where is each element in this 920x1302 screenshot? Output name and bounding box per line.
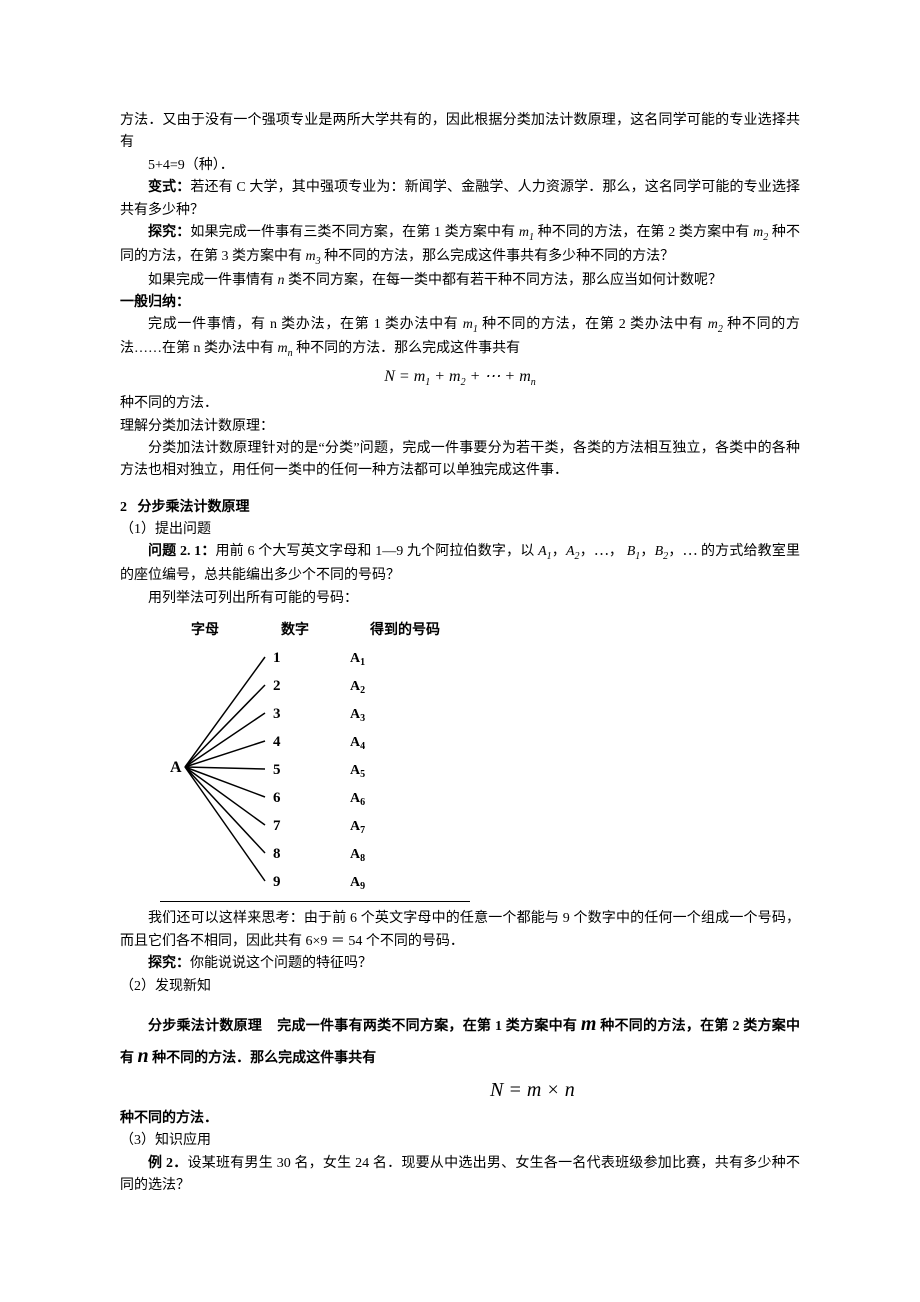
svg-text:A2: A2 — [350, 679, 365, 696]
para-sub2: （2）发现新知 — [120, 976, 800, 998]
svg-text:A5: A5 — [350, 763, 365, 780]
svg-text:A4: A4 — [350, 735, 365, 752]
text: 设某班有男生 30 名，女生 24 名．现要从中选出男、女生各一名代表班级参加比… — [120, 1156, 800, 1193]
seq: A1 — [538, 544, 552, 559]
label-problem: 问题 2. 1： — [148, 544, 216, 559]
seq: B1 — [627, 544, 641, 559]
para-conclude-2: 种不同的方法． — [120, 1108, 800, 1130]
para-calc: 5+4=9（种）． — [120, 155, 800, 177]
para-conclude-1: 种不同的方法． — [120, 393, 800, 415]
diagram-underline — [160, 901, 470, 902]
para-sub3: （3）知识应用 — [120, 1130, 800, 1152]
svg-text:4: 4 — [273, 734, 281, 750]
text: 如果完成一件事情有 — [148, 273, 278, 288]
para-example-2: 例 2．设某班有男生 30 名，女生 24 名．现要从中选出男、女生各一名代表班… — [120, 1153, 800, 1198]
sym-n: n — [138, 1045, 149, 1067]
sym-n: n — [278, 273, 285, 288]
heading-general: 一般归纳： — [120, 292, 800, 314]
seq: A2 — [566, 544, 580, 559]
principle-name: 分步乘法计数原理 — [148, 1019, 262, 1034]
para-problem-21: 问题 2. 1：用前 6 个大写英文字母和 1—9 九个阿拉伯数字，以 A1，A… — [120, 541, 800, 587]
sym-m2: m2 — [708, 317, 723, 332]
svg-text:A3: A3 — [350, 707, 365, 724]
svg-text:A7: A7 — [350, 819, 365, 836]
text: 你能说说这个问题的特征吗？ — [190, 956, 372, 971]
col-number: 数字 — [250, 620, 340, 642]
svg-text:3: 3 — [273, 706, 281, 722]
svg-text:A: A — [170, 759, 182, 776]
label-explore: 探究： — [148, 225, 190, 240]
text: 种不同的方法，那么完成这件事共有多少种不同的方法？ — [321, 249, 675, 264]
para-sub1: （1）提出问题 — [120, 519, 800, 541]
svg-text:7: 7 — [273, 818, 281, 834]
document-page: 方法．又由于没有一个强项专业是两所大学共有的，因此根据分类加法计数原理，这名同学… — [0, 0, 920, 1302]
para-question: 如果完成一件事情有 n 类不同方案，在每一类中都有若干种不同方法，那么应当如何计… — [120, 270, 800, 292]
heading-section-2: 2 分步乘法计数原理 — [120, 497, 800, 519]
para-explore-1: 探究：如果完成一件事有三类不同方案，在第 1 类方案中有 m1 种不同的方法，在… — [120, 222, 800, 270]
para-continuation: 方法．又由于没有一个强项专业是两所大学共有的，因此根据分类加法计数原理，这名同学… — [120, 110, 800, 155]
svg-text:A6: A6 — [350, 791, 365, 808]
section-number: 2 — [120, 500, 127, 515]
seq: B2 — [655, 544, 669, 559]
para-enum: 用列举法可列出所有可能的号码： — [120, 588, 800, 610]
svg-text:8: 8 — [273, 846, 281, 862]
sym-m3: m3 — [306, 249, 321, 264]
tree-diagram: 字母 数字 得到的号码 A1A12A23A34A45A56A67A78A89A9 — [160, 620, 800, 902]
para-general-body: 完成一件事情，有 n 类办法，在第 1 类办法中有 m1 种不同的方法，在第 2… — [120, 314, 800, 362]
col-letter: 字母 — [160, 620, 250, 642]
text: 种不同的方法，在第 2 类方案中有 — [534, 225, 753, 240]
text: 完成一件事有两类不同方案，在第 1 类方案中有 — [277, 1019, 581, 1034]
text: 种不同的方法，在第 2 类办法中有 — [478, 317, 708, 332]
svg-text:A9: A9 — [350, 875, 365, 892]
text: 若还有 C 大学，其中强项专业为：新闻学、金融学、人力资源学．那么，这名同学可能… — [120, 180, 800, 217]
text: 如果完成一件事有三类不同方案，在第 1 类方案中有 — [190, 225, 519, 240]
svg-text:A8: A8 — [350, 847, 365, 864]
sym-m2: m2 — [753, 225, 768, 240]
sym-m: m — [581, 1013, 597, 1035]
svg-text:A1: A1 — [350, 651, 365, 668]
formula-product: N = m × n — [120, 1074, 800, 1106]
label-variant: 变式： — [148, 180, 190, 195]
formula-sum: N = m1 + m2 + ⋯ + mn — [120, 364, 800, 391]
text: 用前 6 个大写英文字母和 1—9 九个阿拉伯数字，以 — [216, 544, 539, 559]
svg-text:2: 2 — [273, 678, 281, 694]
svg-text:6: 6 — [273, 790, 281, 806]
label-example: 例 2． — [148, 1156, 187, 1171]
sym-mn: mn — [278, 341, 293, 356]
diagram-header: 字母 数字 得到的号码 — [160, 620, 800, 642]
label-explore: 探究： — [148, 956, 190, 971]
para-reasoning: 我们还可以这样来思考：由于前 6 个英文字母中的任意一个都能与 9 个数字中的任… — [120, 908, 800, 953]
para-principle: 分步乘法计数原理 完成一件事有两类不同方案，在第 1 类方案中有 m 种不同的方… — [120, 1008, 800, 1072]
para-understand-title: 理解分类加法计数原理： — [120, 416, 800, 438]
para-explore-2: 探究：你能说说这个问题的特征吗？ — [120, 953, 800, 975]
para-variant: 变式：若还有 C 大学，其中强项专业为：新闻学、金融学、人力资源学．那么，这名同… — [120, 177, 800, 222]
col-result: 得到的号码 — [340, 620, 470, 642]
sym-m1: m1 — [519, 225, 534, 240]
svg-text:1: 1 — [273, 650, 281, 666]
tree-svg: A1A12A23A34A45A56A67A78A89A9 — [160, 642, 470, 902]
text: 种不同的方法．那么完成这件事共有 — [149, 1051, 377, 1066]
text: 种不同的方法．那么完成这件事共有 — [293, 341, 521, 356]
svg-text:5: 5 — [273, 762, 281, 778]
text: 类不同方案，在每一类中都有若干种不同方法，那么应当如何计数呢？ — [285, 273, 723, 288]
para-understand-body: 分类加法计数原理针对的是“分类”问题，完成一件事要分为若干类，各类的方法相互独立… — [120, 438, 800, 483]
svg-text:9: 9 — [273, 874, 281, 890]
text: 完成一件事情，有 n 类办法，在第 1 类办法中有 — [148, 317, 463, 332]
sym-m1: m1 — [463, 317, 478, 332]
section-title-text: 分步乘法计数原理 — [138, 500, 250, 515]
